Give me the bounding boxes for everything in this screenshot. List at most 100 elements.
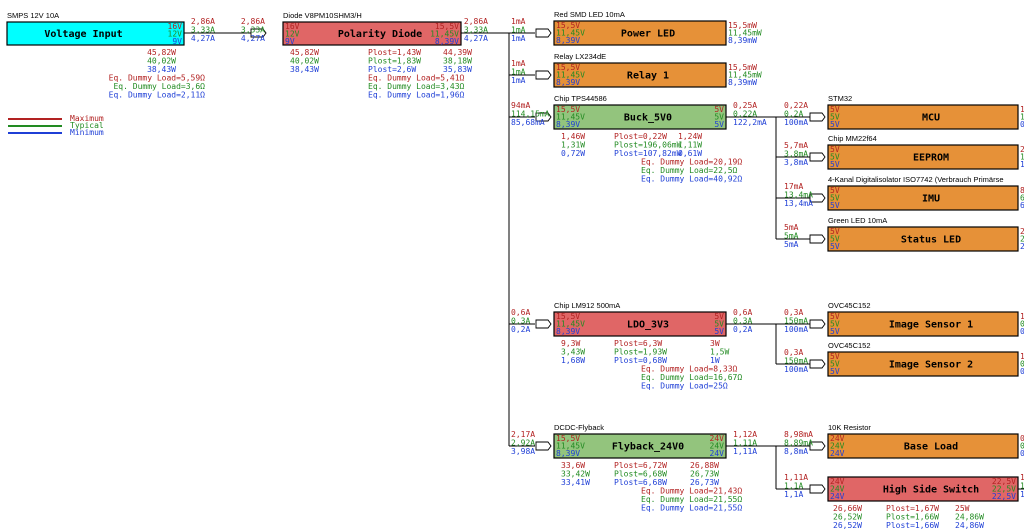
block-hss-out-2: 22,5V	[992, 492, 1016, 501]
current-pol-bus-a-2: 4,27A	[464, 34, 488, 43]
arrow-img2	[809, 359, 826, 369]
arrow-relay	[535, 70, 552, 80]
block-pled-out-0: 15,5mW	[728, 21, 757, 30]
block-hss-box	[827, 476, 1019, 502]
current-bus-eeprom-a-0: 5,7mA	[784, 141, 808, 150]
stat-fly-3-1: Eq. Dummy Load=21,55Ω	[641, 495, 742, 504]
stat-pol-1-1: Plost=1,83W	[368, 57, 421, 66]
block-buck-box	[553, 104, 727, 130]
current-bus-hss-a-1: 1,1A	[784, 482, 803, 491]
stat-fly-0-2: 33,41W	[561, 478, 590, 487]
current-ldo-bus-a-2: 0,2A	[733, 325, 752, 334]
block-pol-in-0: 16V	[285, 22, 300, 31]
current-bus-img1-a-0: 0,3A	[784, 308, 803, 317]
stat-ldo-1-2: Plost=0,68W	[614, 356, 667, 365]
block-sled-out-0: 25mW	[1020, 227, 1024, 236]
stat-pol-2-2: 35,83W	[443, 65, 472, 74]
stat-hss-0-0: 26,66W	[833, 504, 862, 513]
block-img1-name: Image Sensor 1	[889, 320, 973, 331]
stat-fly-2-0: 26,88W	[690, 461, 719, 470]
block-mcu-caption: STM32	[828, 94, 852, 103]
current-bus-base-a-2: 8,8mA	[784, 447, 808, 456]
current-bus-buck-a-0: 94mA	[511, 101, 530, 110]
block-sled-box	[827, 226, 1019, 252]
block-img1-out-1: 0,75W	[1020, 320, 1024, 329]
current-bus-eeprom-a-1: 3,8mA	[784, 150, 808, 159]
block-img1-out-2: 0,5W	[1020, 327, 1024, 336]
current-vin-pol-b-2: 4,27A	[241, 34, 265, 43]
block-pled-caption: Red SMD LED 10mA	[554, 10, 625, 19]
stat-vin-1-0: Eq. Dummy Load=5,59Ω	[109, 74, 206, 83]
block-fly-in-2: 8,39V	[556, 449, 580, 458]
block-fly-name: Flyback_24V0	[612, 442, 684, 453]
stat-fly-1-0: Plost=6,72W	[614, 461, 667, 470]
stat-ldo-2-2: 1W	[710, 356, 720, 365]
block-fly-out-2: 24V	[710, 449, 725, 458]
block-pol-name: Polarity Diode	[338, 28, 422, 40]
current-bus-imu-a-2: 13,4mA	[784, 199, 813, 208]
block-img2-in-0: 5V	[830, 352, 840, 361]
stat-fly-2-1: 26,73W	[690, 470, 719, 479]
block-fly: DCDC-Flyback Flyback_24V0 15,5V11,45V8,39V…	[553, 423, 727, 459]
block-mcu-in-2: 5V	[830, 120, 840, 129]
block-img2-name: Image Sensor 2	[889, 360, 973, 371]
block-buck-caption: Chip TPS44586	[554, 94, 607, 103]
block-eeprom-name: EEPROM	[913, 153, 949, 164]
block-pol-in-2: 9V	[285, 37, 295, 46]
legend-label-max: Maximum	[70, 114, 104, 123]
current-bus-imu-a-1: 13,4mA	[784, 191, 813, 200]
block-imu-in-1: 5V	[830, 194, 840, 203]
block-base-in-2: 24V	[830, 449, 845, 458]
stat-hss-0-2: 26,52W	[833, 521, 862, 530]
block-mcu-box	[827, 104, 1019, 130]
block-imu-name: IMU	[922, 194, 940, 205]
stat-pol-3-0: Eq. Dummy Load=5,41Ω	[368, 74, 465, 83]
current-ldo-bus-a-0: 0,6A	[733, 308, 752, 317]
current-bus-img1-a-2: 100mA	[784, 325, 808, 334]
stat-buck-0-0: 1,46W	[561, 132, 585, 141]
block-img1-in-2: 5V	[830, 327, 840, 336]
block-ldo-caption: Chip LM912 500mA	[554, 301, 620, 310]
current-bus-pled-a-1: 1mA	[511, 26, 526, 35]
block-mcu-in-1: 5V	[830, 113, 840, 122]
block-imu-in-0: 5V	[830, 186, 840, 195]
stat-buck-2-1: 1,11W	[678, 141, 702, 150]
block-relay-in-0: 15,5V	[556, 63, 580, 72]
block-pled-in-2: 8,39V	[556, 36, 580, 45]
current-vin-pol-a-1: 3,33A	[191, 26, 215, 35]
stat-fly-2-2: 26,73W	[690, 478, 719, 487]
stat-hss-1-2: Plost=1,66W	[886, 521, 939, 530]
block-eeprom: Chip MM22f64EEPROM5V5V5V28,5mW19mW19mW	[827, 134, 1024, 170]
current-bus-buck-a-1: 114,15mA	[511, 110, 550, 119]
stat-buck-0-2: 0,72W	[561, 149, 585, 158]
stat-vin-0-1: 40,02W	[147, 57, 176, 66]
current-bus-ldo-a-0: 0,6A	[511, 308, 530, 317]
current-bus-sled-a-1: 5mA	[784, 232, 799, 241]
current-bus-img1-a-1: 150mA	[784, 317, 808, 326]
block-img2-caption: OVC45C152	[828, 341, 871, 350]
current-vin-pol-a-2: 4,27A	[191, 34, 215, 43]
block-eeprom-out-1: 19mW	[1020, 153, 1024, 162]
current-bus-hss-a-0: 1,11A	[784, 473, 808, 482]
block-pol-in-1: 12V	[285, 30, 300, 39]
stat-ldo-1-1: Plost=1,93W	[614, 348, 667, 357]
block-buck-in-2: 8,39V	[556, 120, 580, 129]
current-bus-base-a-0: 8,98mA	[784, 430, 813, 439]
block-imu-box	[827, 185, 1019, 211]
current-buck-bus-a-1: 0,22A	[733, 110, 757, 119]
block-pol-out-2: 8,39V	[435, 37, 459, 46]
block-hss-in-2: 24V	[830, 492, 845, 501]
block-buck-out-0: 5V	[714, 105, 724, 114]
stat-pol-3-2: Eq. Dummy Load=1,96Ω	[368, 91, 465, 100]
stat-buck-1-1: Plost=196,06mW	[614, 141, 682, 150]
block-fly-out-1: 24V	[710, 442, 725, 451]
block-eeprom-out-2: 19mW	[1020, 160, 1024, 169]
stat-hss-2-0: 25W	[955, 504, 970, 513]
current-bus-base-a-1: 8,89mA	[784, 439, 813, 448]
stat-pol-0-1: 40,02W	[290, 57, 319, 66]
